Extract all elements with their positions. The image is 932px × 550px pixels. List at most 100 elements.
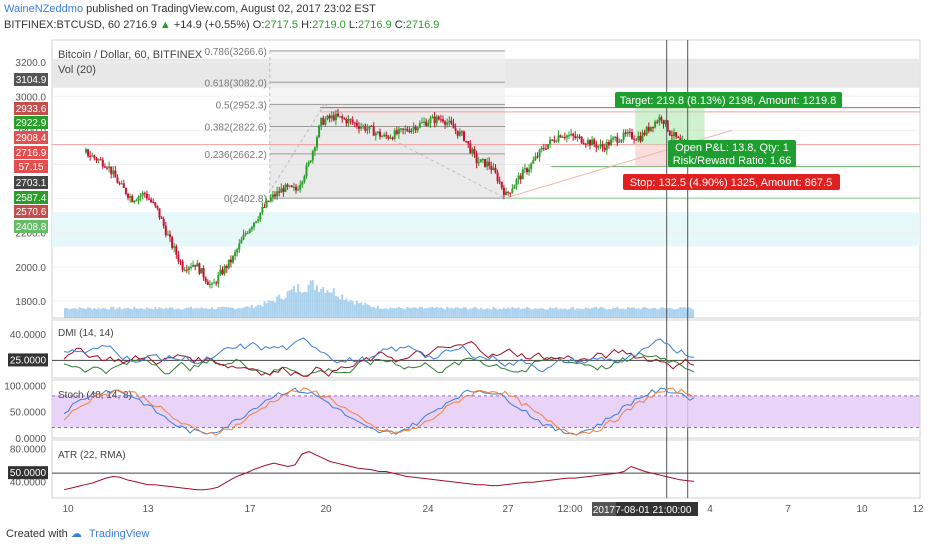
created-with-text: Created with (6, 528, 68, 540)
volume-bar (339, 299, 342, 318)
tradingview-brand[interactable]: TradingView (88, 528, 150, 540)
volume-bar (551, 308, 554, 318)
candle-body (576, 136, 579, 139)
candle-body (324, 119, 327, 125)
candle-body (349, 119, 352, 121)
volume-bar (200, 307, 203, 318)
candle-body (437, 116, 440, 120)
volume-bar (190, 306, 192, 318)
candle-body (429, 118, 432, 124)
volume-bar (116, 308, 119, 318)
volume-bar (526, 307, 528, 318)
pane-border-1 (51, 319, 921, 379)
volume-bar (364, 302, 367, 318)
volume-bar (460, 308, 463, 318)
volume-bar (173, 309, 176, 318)
volume-bar (610, 309, 612, 318)
candle-body (624, 132, 627, 134)
volume-bar (666, 308, 669, 318)
candle-body (414, 126, 417, 131)
target-label-box (615, 92, 842, 108)
candle-body (232, 256, 234, 263)
candle-body (551, 139, 554, 141)
candle-body (484, 159, 486, 167)
position-profit-zone (635, 107, 705, 145)
candle-body (519, 175, 522, 180)
candle-body (479, 159, 482, 163)
time-tick-label: 4 (707, 504, 713, 515)
price-label-value: 2908.4 (16, 133, 47, 144)
volume-bar (565, 309, 568, 318)
candle-body (261, 207, 264, 213)
fib-level-label: 0.618(3082.0) (205, 78, 267, 89)
volume-bar (614, 307, 617, 318)
volume-bar (521, 308, 524, 318)
close-value: 2716.9 (405, 19, 440, 31)
volume-bar (437, 307, 440, 318)
volume-bar (179, 309, 182, 318)
volume-bar (481, 309, 484, 318)
candle-body (589, 140, 591, 146)
author-link[interactable]: WaineNZeddmo (4, 3, 84, 15)
candle-body (404, 128, 407, 130)
candle-body (599, 144, 602, 146)
candle-body (530, 163, 533, 169)
candle-body (162, 218, 165, 226)
volume-bar (244, 306, 247, 318)
volume-bar (523, 308, 526, 318)
candle-body (366, 128, 369, 131)
candle-body (601, 144, 604, 148)
volume-bar (498, 308, 501, 318)
volume-bar (154, 307, 157, 318)
candle-body (547, 144, 549, 149)
volume-bar (580, 308, 583, 318)
volume-bar (528, 308, 531, 318)
candle-body (509, 192, 512, 194)
candle-body (160, 217, 163, 219)
volume-bar (435, 306, 438, 318)
pane-border-3 (51, 439, 921, 499)
candle-body (330, 115, 333, 119)
candle-body (465, 140, 468, 142)
volume-bar (477, 309, 480, 318)
candle-body (364, 125, 367, 131)
volume-bar (236, 308, 239, 318)
volume-bar (429, 307, 432, 318)
volume-bar (355, 300, 358, 318)
volume-bar (628, 307, 631, 318)
volume-bar (72, 308, 75, 318)
candle-body (385, 134, 388, 137)
volume-bar (345, 298, 348, 318)
candle-body (370, 125, 373, 127)
volume-bar (89, 307, 92, 318)
candle-body (498, 181, 501, 183)
volume-bar (456, 307, 459, 318)
volume-bar (568, 309, 570, 318)
volume-bar (450, 307, 453, 318)
candle-body (181, 261, 184, 271)
volume-bar (129, 308, 132, 318)
candle-body (467, 141, 470, 144)
candle-body (190, 266, 192, 268)
volume-bar (297, 284, 300, 318)
candle-body (303, 176, 306, 182)
volume-bar (511, 307, 514, 318)
fib-trend-line (324, 103, 506, 199)
candle-body (561, 137, 564, 139)
last-price: 2716.9 (123, 19, 157, 31)
volume-bar (589, 308, 591, 318)
price-label-value: 2408.8 (16, 222, 47, 233)
atr-tick-label: 40.0000 (10, 477, 47, 488)
candle-body (381, 136, 384, 138)
volume-bar (677, 308, 680, 318)
target-label: Target: 219.8 (8.13%) 2198, Amount: 1219… (620, 95, 836, 107)
candle-body (528, 168, 531, 173)
volume-bar (393, 308, 396, 318)
open-value: 2717.5 (264, 19, 299, 31)
price-label-value: 2703.1 (16, 178, 47, 189)
price-change: +14.9 (+0.55%) (173, 19, 250, 31)
candle-body (673, 132, 675, 137)
volume-bar (303, 291, 306, 318)
candle-body (265, 200, 268, 208)
